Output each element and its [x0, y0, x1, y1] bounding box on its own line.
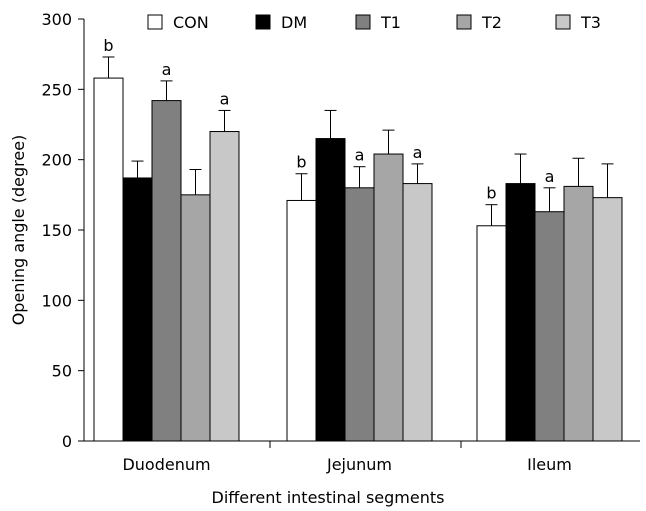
legend-swatch	[457, 15, 471, 29]
bar	[403, 184, 432, 441]
y-tick-label: 300	[41, 10, 72, 29]
y-tick-label: 0	[62, 432, 72, 451]
bar	[316, 139, 345, 441]
y-tick-label: 150	[41, 221, 72, 240]
significance-label: a	[545, 167, 555, 186]
legend-swatch	[256, 15, 270, 29]
legend-label: T2	[481, 13, 502, 32]
x-tick-label: Duodenum	[122, 455, 210, 474]
legend: CON DM T1 T2 T3	[148, 13, 601, 32]
bar	[477, 226, 506, 441]
legend-swatch	[556, 15, 570, 29]
x-ticks: Duodenum Jejunum Ileum	[122, 441, 571, 474]
significance-label: a	[162, 60, 172, 79]
bar	[374, 154, 403, 441]
significance-label: b	[296, 153, 306, 172]
legend-label: T1	[380, 13, 401, 32]
y-tick-label: 250	[41, 80, 72, 99]
legend-swatch	[356, 15, 370, 29]
significance-label: b	[103, 36, 113, 55]
y-tick-label: 200	[41, 151, 72, 170]
legend-swatch	[148, 15, 162, 29]
y-axis-title: Opening angle (degree)	[9, 135, 28, 326]
legend-label: DM	[281, 13, 307, 32]
significance-label: a	[220, 89, 230, 108]
bar	[564, 186, 593, 441]
bar	[94, 78, 123, 441]
bar	[181, 195, 210, 441]
significance-label: b	[486, 184, 496, 203]
x-axis-title: Different intestinal segments	[212, 488, 445, 507]
significance-label: a	[413, 143, 423, 162]
legend-label: T3	[580, 13, 601, 32]
bar	[535, 212, 564, 441]
bar	[345, 188, 374, 441]
y-ticks: 0 50 100 150 200 250 300	[41, 10, 84, 451]
bar	[210, 132, 239, 441]
bar	[593, 198, 622, 441]
bar	[152, 101, 181, 441]
y-tick-label: 50	[52, 362, 72, 381]
significance-label: a	[355, 146, 365, 165]
bar	[287, 200, 316, 441]
y-tick-label: 100	[41, 291, 72, 310]
x-tick-label: Ileum	[527, 455, 572, 474]
bars: b b b a a a a a	[94, 36, 622, 441]
bar	[506, 184, 535, 441]
x-tick-label: Jejunum	[326, 455, 392, 474]
bar	[123, 178, 152, 441]
legend-label: CON	[173, 13, 209, 32]
